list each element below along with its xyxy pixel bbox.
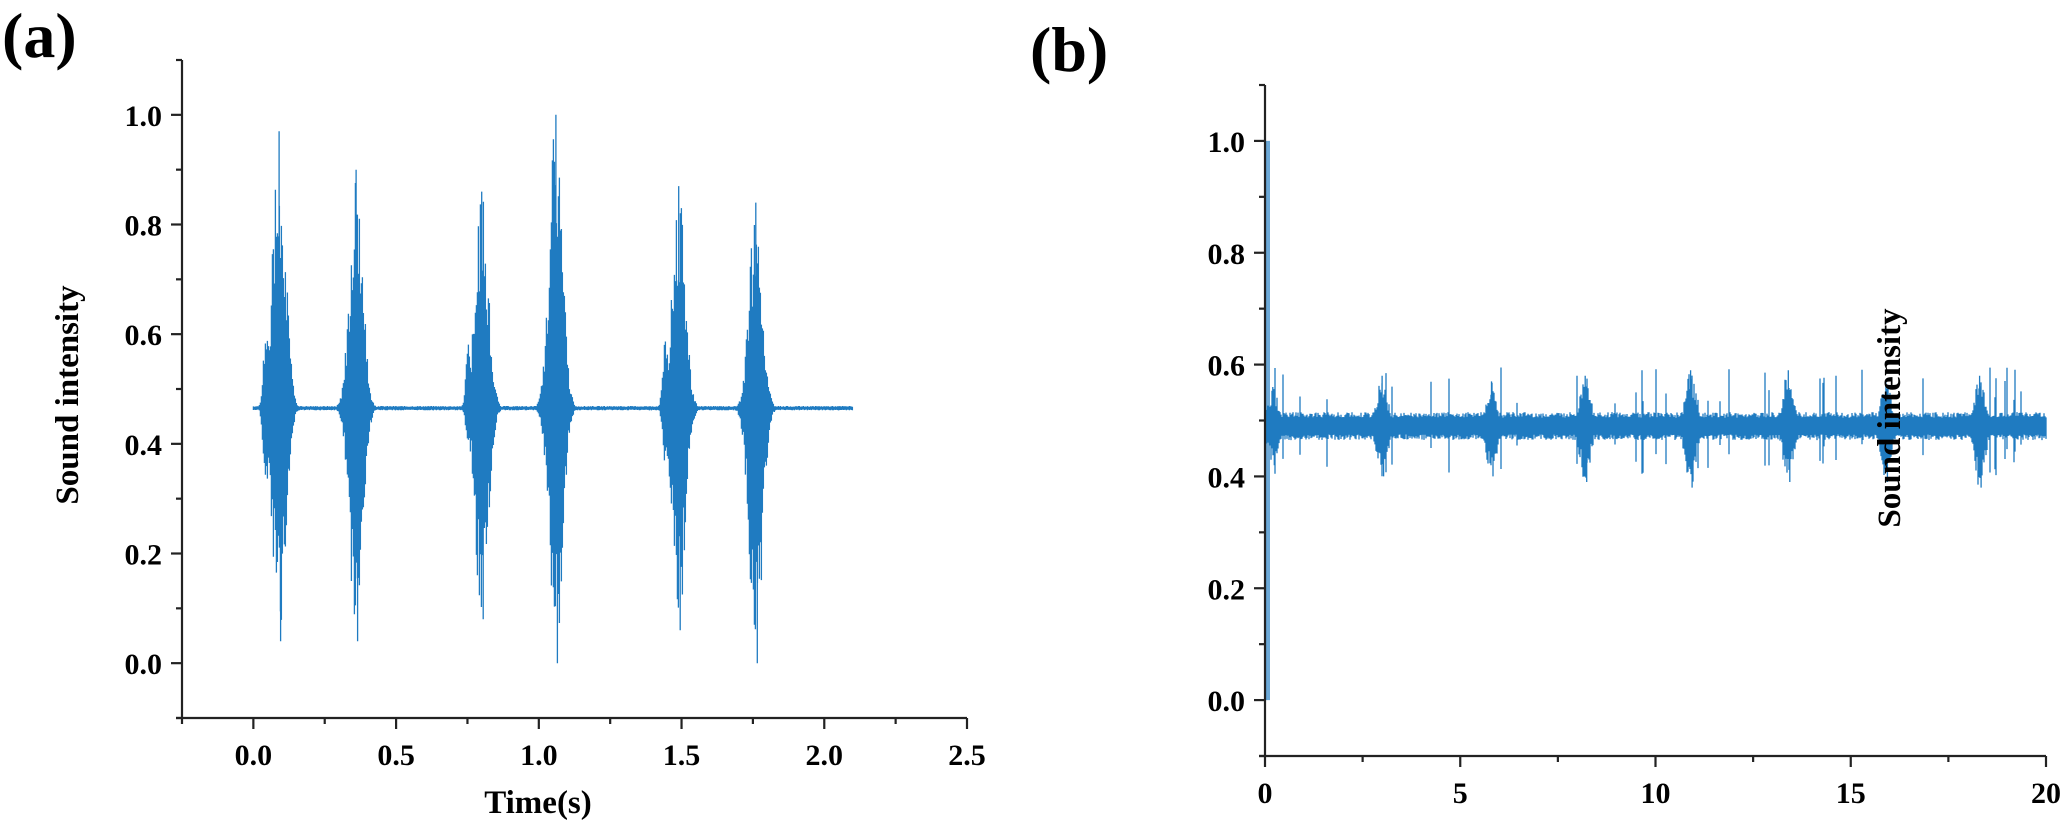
x-tick-label: 2.0 (806, 739, 844, 772)
y-axis-a: 0.0 0.2 0.4 0.6 0.8 1.0 (125, 58, 184, 720)
panel-label-a: (a) (2, 0, 77, 71)
x-tick-label: 0.0 (235, 739, 273, 772)
y-tick-label: 0.4 (1208, 461, 1246, 494)
x-tick-label: 15 (1836, 777, 1866, 810)
y-axis-title-b: Sound intensity (1872, 308, 1908, 528)
chart-b: 0.0 0.2 0.4 0.6 0.8 1.0 0 5 10 15 20 Sound intens… (1208, 83, 2061, 810)
waveform-a (252, 114, 854, 664)
y-axis-title-a: Sound intensity (50, 285, 86, 505)
x-tick-label: 20 (2031, 777, 2061, 810)
panel-a: (a) 0.0 0.2 0.4 0.6 0.8 1.0 0.0 0.5 1.0 1.5 2.0 2.… (0, 0, 1000, 825)
x-axis-title-a: Time(s) (484, 785, 592, 821)
y-tick-label: 0.6 (1208, 350, 1246, 383)
y-tick-label: 0.4 (125, 429, 163, 462)
x-tick-label: 10 (1641, 777, 1671, 810)
y-tick-label: 1.0 (125, 100, 163, 133)
x-axis-b: 0 5 10 15 20 (1258, 754, 2061, 810)
y-tick-label: 0.8 (125, 210, 163, 243)
panel-b: (b) 0.0 0.2 0.4 0.6 0.8 1.0 0 5 10 15 20 Sound in… (1030, 0, 2067, 825)
waveform-line (1264, 140, 2047, 701)
waveform-line (252, 114, 854, 664)
x-tick-label: 1.0 (520, 739, 558, 772)
x-axis-a: 0.0 0.5 1.0 1.5 2.0 2.5 (176, 716, 986, 772)
y-tick-label: 0.8 (1208, 238, 1246, 271)
chart-a: 0.0 0.2 0.4 0.6 0.8 1.0 0.0 0.5 1.0 1.5 2.0 2.5 So… (50, 58, 986, 821)
x-tick-label: 1.5 (663, 739, 701, 772)
y-tick-label: 0.6 (125, 319, 163, 352)
x-tick-label: 2.5 (948, 739, 986, 772)
y-tick-label: 0.2 (125, 539, 163, 572)
y-tick-label: 0.2 (1208, 573, 1246, 606)
x-tick-label: 0.5 (377, 739, 415, 772)
x-tick-label: 5 (1453, 777, 1468, 810)
y-axis-b: 0.0 0.2 0.4 0.6 0.8 1.0 (1208, 83, 1267, 758)
y-tick-label: 1.0 (1208, 126, 1246, 159)
y-tick-label: 0.0 (125, 648, 163, 681)
x-tick-label: 0 (1258, 777, 1273, 810)
y-tick-label: 0.0 (1208, 685, 1246, 718)
waveform-b (1264, 140, 2047, 701)
panel-label-b: (b) (1030, 14, 1109, 85)
